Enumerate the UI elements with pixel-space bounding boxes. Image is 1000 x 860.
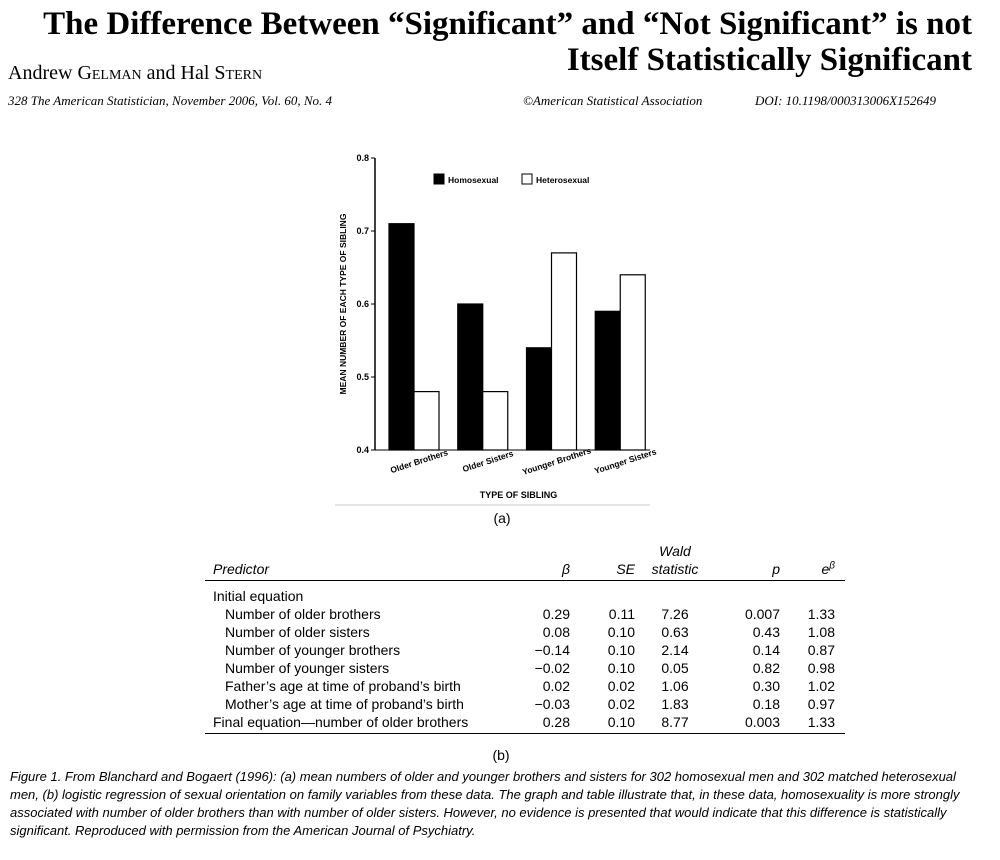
legend-swatch-heterosexual: [521, 173, 533, 185]
table-row: Father’s age at time of proband’s birth …: [205, 677, 845, 695]
header-p: p: [715, 560, 780, 581]
row-se: 0.10: [607, 660, 635, 676]
table-row: Number of younger sisters −0.02 0.10 0.0…: [205, 659, 845, 677]
row-ebeta: 1.33: [780, 713, 845, 734]
row-ebeta: 0.97: [807, 696, 835, 712]
row-wald: 0.63: [661, 624, 689, 640]
header-se: SE: [570, 560, 635, 581]
row-p: 0.30: [752, 678, 780, 694]
row-wald: 7.26: [661, 606, 689, 622]
row-ebeta: 1.08: [807, 624, 835, 640]
table-header-row-2: Predictor β SE statistic p eβ: [205, 560, 845, 581]
header-ebeta-exp: β: [829, 560, 835, 572]
x-axis-label: TYPE OF SIBLING: [480, 490, 558, 500]
row-wald: 2.14: [661, 642, 689, 658]
row-se: 0.10: [607, 642, 635, 658]
bar-heterosexual: [482, 391, 509, 451]
header-predictor: Predictor: [205, 560, 515, 581]
row-se: 0.02: [607, 696, 635, 712]
sibling-bar-chart: 0.4 0.5 0.6 0.7 0.8 MEAN NUMBER OF EACH TYPE …: [335, 153, 658, 506]
y-tick-label: 0.6: [356, 299, 369, 309]
table-row-final: Final equation—number of older brothers …: [205, 713, 845, 734]
header-wald-line1: Wald: [659, 543, 691, 559]
row-beta: 0.08: [542, 624, 570, 640]
bar-homosexual: [525, 347, 553, 451]
header-ebeta-base: e: [821, 561, 830, 577]
row-wald: 8.77: [635, 713, 715, 734]
table-header-row-1: Wald: [205, 538, 845, 560]
doi: DOI: 10.1198/000313006X152649: [755, 93, 937, 108]
paper-title: The Difference Between “Significant” and…: [43, 6, 972, 78]
row-se: 0.11: [608, 606, 635, 622]
figure-caption: Figure 1. From Blanchard and Bogaert (19…: [10, 769, 960, 838]
bar-heterosexual: [619, 274, 646, 451]
bar-homosexual: [388, 223, 415, 451]
row-p: 0.14: [752, 642, 780, 658]
row-p: 0.43: [752, 624, 780, 640]
row-se: 0.10: [570, 713, 635, 734]
row-p: 0.007: [744, 606, 780, 622]
table-row: Number of older sisters 0.08 0.10 0.63 0…: [205, 623, 845, 641]
row-ebeta: 1.33: [807, 606, 835, 622]
table-row: Mother’s age at time of proband’s birth …: [205, 695, 845, 713]
row-wald: 1.83: [661, 696, 689, 712]
row-predictor: Number of older sisters: [225, 624, 370, 640]
row-predictor: Mother’s age at time of proband’s birth: [225, 696, 464, 712]
row-wald: 0.05: [661, 660, 689, 676]
figure-b-label: (b): [492, 747, 510, 763]
row-p: 0.18: [752, 696, 780, 712]
copyright-notice: ©American Statistical Association: [523, 93, 703, 108]
x-tick-label: Older Brothers: [389, 447, 449, 475]
initial-equation-label: Initial equation: [213, 588, 304, 604]
row-beta: −0.14: [534, 642, 570, 658]
row-predictor: Number of older brothers: [225, 606, 381, 622]
author2-last: Stern: [214, 62, 263, 84]
row-predictor: Final equation—number of older brothers: [205, 713, 515, 734]
author1-last: Gelman: [77, 62, 142, 84]
row-se: 0.10: [607, 624, 635, 640]
row-p: 0.003: [715, 713, 780, 734]
row-wald: 1.06: [661, 678, 689, 694]
row-beta: 0.02: [542, 678, 570, 694]
legend-label-heterosexual: Heterosexual: [536, 175, 589, 185]
legend-swatch-homosexual: [433, 173, 445, 185]
y-axis-label: MEAN NUMBER OF EACH TYPE OF SIBLING: [338, 213, 348, 394]
authors-and: and Hal: [141, 62, 215, 84]
row-ebeta: 0.98: [807, 660, 835, 676]
bar-heterosexual: [413, 391, 440, 451]
bar-heterosexual: [550, 252, 578, 451]
regression-table: Wald Predictor β SE statistic p eβ Initi…: [205, 538, 845, 734]
journal-citation: 328 The American Statistician, November …: [8, 93, 333, 108]
row-beta: 0.29: [542, 606, 570, 622]
author1-first: Andrew: [8, 62, 78, 84]
row-beta: −0.03: [534, 696, 570, 712]
figure-a-label: (a): [493, 510, 511, 526]
row-ebeta: 1.02: [807, 678, 835, 694]
y-tick-label: 0.8: [356, 153, 369, 163]
header-ebeta: eβ: [780, 560, 845, 581]
row-predictor: Father’s age at time of proband’s birth: [225, 678, 461, 694]
header-beta: β: [515, 560, 570, 581]
authors: Andrew Gelman and Hal Stern: [8, 62, 262, 85]
row-predictor: Number of younger sisters: [225, 660, 390, 676]
y-tick-label: 0.7: [356, 226, 369, 236]
bar-homosexual: [594, 310, 621, 451]
table-row: Number of older brothers 0.29 0.11 7.26 …: [205, 605, 845, 623]
row-se: 0.02: [607, 678, 635, 694]
row-beta: 0.28: [515, 713, 570, 734]
row-predictor: Number of younger brothers: [225, 642, 401, 658]
header-wald-line2: statistic: [635, 560, 715, 581]
table-row-initial: Initial equation: [205, 581, 845, 606]
y-tick-label: 0.4: [356, 445, 369, 455]
table-row: Number of younger brothers −0.14 0.10 2.…: [205, 641, 845, 659]
x-tick-label: Older Sisters: [461, 448, 515, 474]
row-beta: −0.02: [534, 660, 570, 676]
legend-label-homosexual: Homosexual: [448, 175, 499, 185]
row-ebeta: 0.87: [807, 642, 835, 658]
y-tick-label: 0.5: [356, 372, 369, 382]
bar-homosexual: [457, 303, 484, 451]
row-p: 0.82: [752, 660, 780, 676]
x-tick-label: Younger Sisters: [593, 446, 658, 476]
